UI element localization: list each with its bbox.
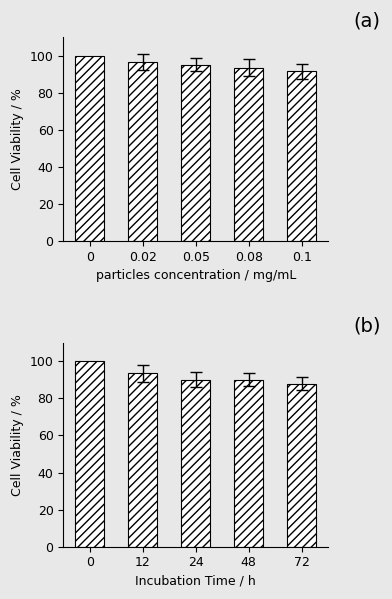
Y-axis label: Cell Viability / %: Cell Viability / %	[11, 394, 24, 495]
Bar	[287, 383, 316, 547]
Text: (a): (a)	[354, 11, 381, 30]
Y-axis label: Cell Viability / %: Cell Viability / %	[11, 88, 24, 190]
Bar	[75, 56, 104, 241]
Bar	[181, 380, 211, 547]
Bar	[234, 68, 263, 241]
X-axis label: particles concentration / mg/mL: particles concentration / mg/mL	[96, 269, 296, 282]
Bar	[128, 62, 157, 241]
Bar	[128, 373, 157, 547]
X-axis label: Incubation Time / h: Incubation Time / h	[135, 575, 256, 588]
Bar	[287, 71, 316, 241]
Text: (b): (b)	[354, 317, 381, 336]
Bar	[75, 361, 104, 547]
Bar	[181, 65, 211, 241]
Bar	[234, 380, 263, 547]
